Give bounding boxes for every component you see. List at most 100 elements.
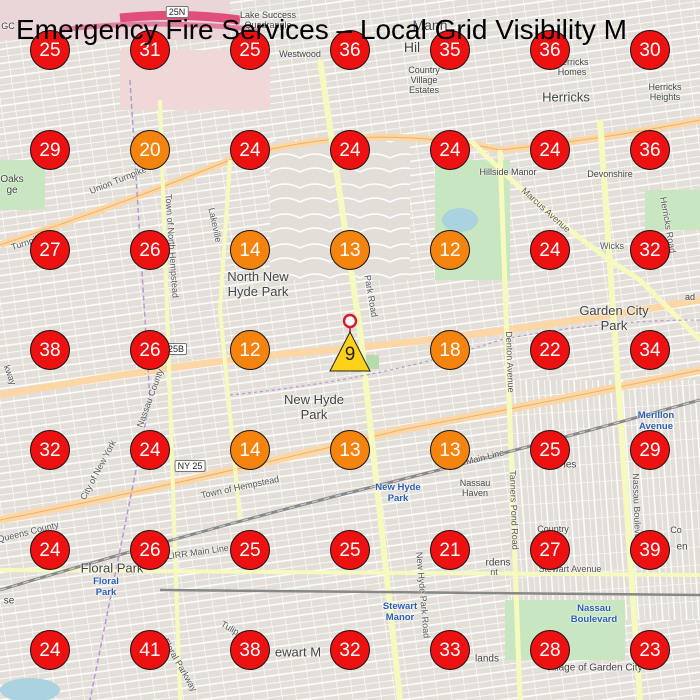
stewart-avenue <box>0 568 700 577</box>
grid-marker-r3-c6[interactable]: 24 <box>530 230 570 270</box>
grid-marker-value: 12 <box>439 239 461 261</box>
road-denton-avenue: Denton Avenue <box>503 331 517 393</box>
grid-marker-r2-c2[interactable]: 20 <box>130 130 170 170</box>
place-devonshire: Devonshire <box>587 169 633 179</box>
grid-marker-r3-c4[interactable]: 13 <box>330 230 370 270</box>
grid-marker-r4-c7[interactable]: 34 <box>630 330 670 370</box>
grid-marker-r4-c2[interactable]: 26 <box>130 330 170 370</box>
grid-marker-r1-c3[interactable]: 25 <box>230 30 270 70</box>
grid-marker-r6-c2[interactable]: 26 <box>130 530 170 570</box>
grid-marker-r6-c4[interactable]: 25 <box>330 530 370 570</box>
place-partial-les: les <box>563 459 577 471</box>
grid-marker-r6-c3[interactable]: 25 <box>230 530 270 570</box>
grid-marker-value: 38 <box>239 639 261 661</box>
highway-shield-ny25: NY 25 <box>174 460 206 472</box>
hempstead-branch <box>159 588 700 597</box>
grid-marker-r7-c7[interactable]: 23 <box>630 630 670 670</box>
grid-marker-r7-c2[interactable]: 41 <box>130 630 170 670</box>
place-oaks: Oaks ge <box>0 174 24 196</box>
grid-marker-r6-c6[interactable]: 27 <box>530 530 570 570</box>
grid-marker-r3-c5[interactable]: 12 <box>430 230 470 270</box>
grid-marker-r3-c3[interactable]: 14 <box>230 230 270 270</box>
grid-marker-value: 24 <box>39 639 61 661</box>
grid-marker-r2-c1[interactable]: 29 <box>30 130 70 170</box>
grid-marker-r1-c6[interactable]: 36 <box>530 30 570 70</box>
place-partial-gc: GC <box>1 21 15 31</box>
grid-marker-r1-c2[interactable]: 31 <box>130 30 170 70</box>
grid-marker-value: 29 <box>39 139 61 161</box>
grid-marker-value: 36 <box>539 39 561 61</box>
grid-marker-r2-c4[interactable]: 24 <box>330 130 370 170</box>
grid-marker-value: 32 <box>639 239 661 261</box>
place-village-gc: Village of Garden City <box>545 662 643 674</box>
grid-marker-value: 24 <box>239 139 261 161</box>
grid-marker-value: 26 <box>139 339 161 361</box>
grid-marker-r5-c3[interactable]: 14 <box>230 430 270 470</box>
station-stewart-manor: Stewart Manor <box>382 601 418 623</box>
place-garden-city-park: Garden City Park <box>579 303 649 333</box>
grid-marker-r5-c7[interactable]: 29 <box>630 430 670 470</box>
station-pin-icon <box>342 313 358 329</box>
grid-marker-value: 31 <box>139 39 161 61</box>
road-stewart-avenue: Stewart Avenue <box>538 564 602 574</box>
grid-marker-r7-c5[interactable]: 33 <box>430 630 470 670</box>
nassau-boulevard <box>597 119 643 700</box>
grid-marker-r2-c7[interactable]: 36 <box>630 130 670 170</box>
grid-marker-r3-c1[interactable]: 27 <box>30 230 70 270</box>
grid-marker-r5-c5[interactable]: 13 <box>430 430 470 470</box>
grid-marker-r1-c4[interactable]: 36 <box>330 30 370 70</box>
place-hil: Hil <box>403 39 421 55</box>
map-title: Emergency Fire Services – Local Grid Vis… <box>16 14 628 45</box>
grid-marker-r4-c3[interactable]: 12 <box>230 330 270 370</box>
grid-marker-r1-c7[interactable]: 30 <box>630 30 670 70</box>
grid-marker-r4-c1[interactable]: 38 <box>30 330 70 370</box>
tulip-avenue <box>158 99 182 700</box>
place-highlands-partial: lands <box>475 653 499 665</box>
grid-marker-r6-c5[interactable]: 21 <box>430 530 470 570</box>
station-new-hyde-park: New Hyde Park <box>375 482 421 504</box>
denton-avenue <box>497 149 523 700</box>
fire-station-triangle-icon <box>329 330 371 372</box>
grid-marker-r7-c4[interactable]: 32 <box>330 630 370 670</box>
grid-marker-value: 14 <box>239 439 261 461</box>
grid-marker-r7-c6[interactable]: 28 <box>530 630 570 670</box>
grid-marker-value: 21 <box>439 539 461 561</box>
grid-marker-r5-c2[interactable]: 24 <box>130 430 170 470</box>
pond <box>442 208 478 232</box>
grid-marker-r3-c7[interactable]: 32 <box>630 230 670 270</box>
grid-marker-r5-c6[interactable]: 25 <box>530 430 570 470</box>
place-gardens-partial: rdens <box>485 557 511 569</box>
grid-marker-r6-c7[interactable]: 39 <box>630 530 670 570</box>
grid-marker-value: 24 <box>439 139 461 161</box>
grid-marker-r3-c2[interactable]: 26 <box>130 230 170 270</box>
place-new-hyde-park: New Hyde Park <box>284 392 344 422</box>
grid-marker-value: 34 <box>639 339 661 361</box>
grid-marker-value: 24 <box>339 139 361 161</box>
grid-marker-value: 25 <box>539 439 561 461</box>
grid-marker-value: 26 <box>139 239 161 261</box>
grid-marker-r1-c5[interactable]: 35 <box>430 30 470 70</box>
grid-marker-value: 32 <box>39 439 61 461</box>
grid-marker-r5-c4[interactable]: 13 <box>330 430 370 470</box>
grid-marker-value: 28 <box>539 639 561 661</box>
place-stewart-manor-partial: ewart M <box>274 644 322 660</box>
grid-marker-value: 25 <box>339 539 361 561</box>
park-green-west <box>0 160 45 210</box>
grid-marker-r4-c6[interactable]: 22 <box>530 330 570 370</box>
grid-marker-value: 35 <box>439 39 461 61</box>
grid-marker-r7-c1[interactable]: 24 <box>30 630 70 670</box>
grid-marker-r5-c1[interactable]: 32 <box>30 430 70 470</box>
grid-marker-r6-c1[interactable]: 24 <box>30 530 70 570</box>
grid-marker-value: 38 <box>39 339 61 361</box>
grid-marker-r7-c3[interactable]: 38 <box>230 630 270 670</box>
park-small <box>365 355 379 369</box>
grid-marker-r2-c5[interactable]: 24 <box>430 130 470 170</box>
grid-marker-r1-c1[interactable]: 25 <box>30 30 70 70</box>
place-country-village: Country Village Estates <box>408 65 440 95</box>
grid-marker-value: 25 <box>239 39 261 61</box>
grid-marker-r2-c6[interactable]: 24 <box>530 130 570 170</box>
grid-marker-r2-c3[interactable]: 24 <box>230 130 270 170</box>
grid-marker-r4-c5[interactable]: 18 <box>430 330 470 370</box>
fire-station-marker[interactable]: 9 <box>325 310 375 374</box>
